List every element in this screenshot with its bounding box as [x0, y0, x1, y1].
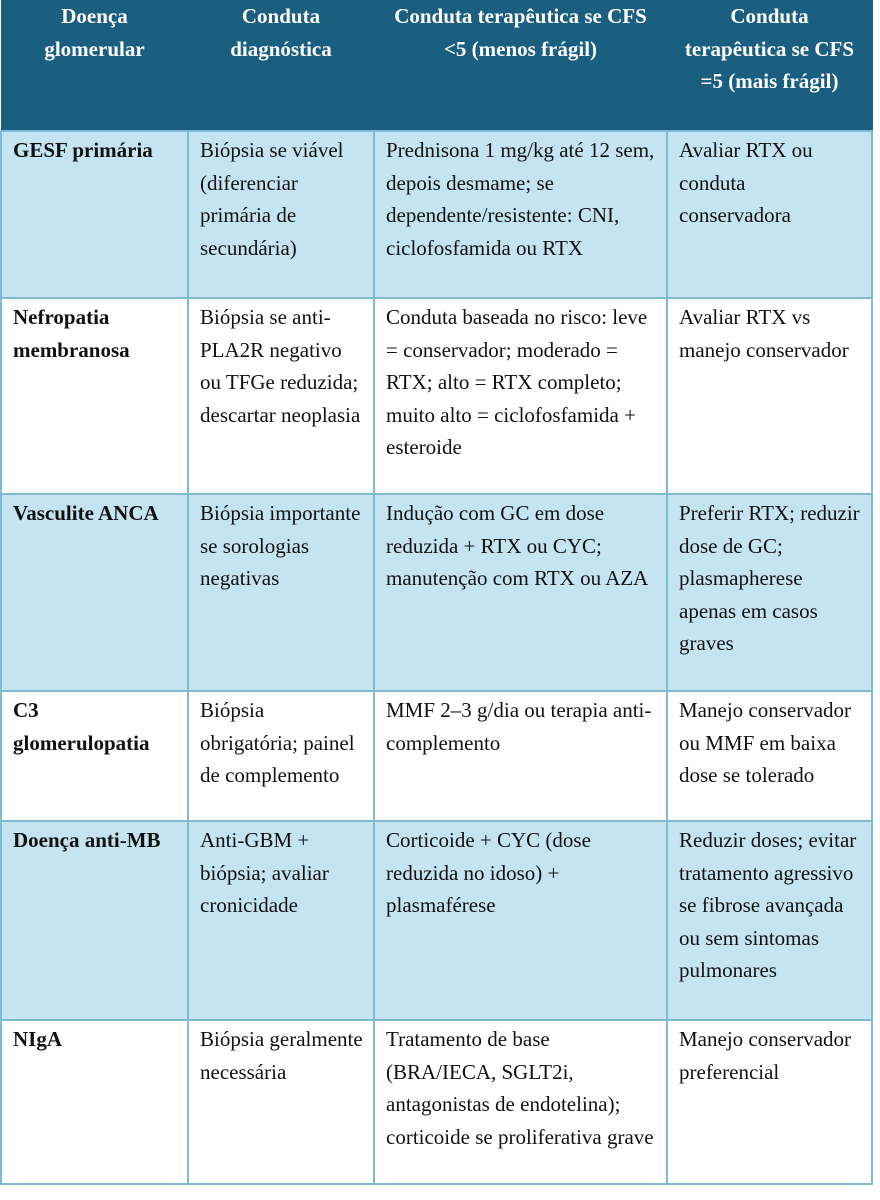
header-disease: Doença glomerular	[0, 0, 189, 131]
cell-therapy-more-frail: Preferir RTX; reduzir dose de GC; plasma…	[666, 493, 873, 692]
glomerular-disease-table: Doença glomerular Conduta diagnóstica Co…	[0, 0, 873, 1185]
table-row: NIgA Biópsia geralmente necessária Tratame…	[0, 1019, 873, 1185]
table-row: C3 glomerulopatia Biópsia obrigatória; pa…	[0, 690, 873, 822]
cell-diagnosis: Biópsia se viável (diferenciar primária …	[187, 130, 375, 299]
header-diagnosis: Conduta diagnóstica	[187, 0, 375, 131]
table-row: Vasculite ANCA Biópsia importante se soro…	[0, 493, 873, 692]
cell-disease: C3 glomerulopatia	[0, 690, 189, 822]
header-row: Doença glomerular Conduta diagnóstica Co…	[0, 0, 873, 131]
table-row: Doença anti-MB Anti-GBM + biópsia; avalia…	[0, 820, 873, 1021]
header-therapy-more-frail: Conduta terapêutica se CFS =5 (mais frág…	[666, 0, 873, 131]
cell-therapy-less-frail: MMF 2–3 g/dia ou terapia anti-complement…	[373, 690, 668, 822]
cell-therapy-less-frail: Tratamento de base (BRA/IECA, SGLT2i, an…	[373, 1019, 668, 1185]
cell-diagnosis: Biópsia importante se sorologias negativ…	[187, 493, 375, 692]
cell-disease: NIgA	[0, 1019, 189, 1185]
cell-therapy-more-frail: Avaliar RTX vs manejo conservador	[666, 297, 873, 495]
cell-therapy-more-frail: Manejo conservador preferencial	[666, 1019, 873, 1185]
cell-therapy-less-frail: Corticoide + CYC (dose reduzida no idoso…	[373, 820, 668, 1021]
cell-diagnosis: Biópsia geralmente necessária	[187, 1019, 375, 1185]
cell-therapy-less-frail: Prednisona 1 mg/kg até 12 sem, depois de…	[373, 130, 668, 299]
cell-disease: Doença anti-MB	[0, 820, 189, 1021]
header-therapy-less-frail: Conduta terapêutica se CFS <5 (menos frá…	[373, 0, 668, 131]
cell-therapy-less-frail: Conduta baseada no risco: leve = conserv…	[373, 297, 668, 495]
cell-diagnosis: Anti-GBM + biópsia; avaliar cronicidade	[187, 820, 375, 1021]
cell-therapy-more-frail: Reduzir doses; evitar tratamento agressi…	[666, 820, 873, 1021]
cell-disease: Nefropatia membranosa	[0, 297, 189, 495]
table-row: GESF primária Biópsia se viável (diferenc…	[0, 130, 873, 299]
cell-disease: GESF primária	[0, 130, 189, 299]
cell-diagnosis: Biópsia se anti-PLA2R negativo ou TFGe r…	[187, 297, 375, 495]
cell-therapy-less-frail: Indução com GC em dose reduzida + RTX ou…	[373, 493, 668, 692]
cell-diagnosis: Biópsia obrigatória; painel de complemen…	[187, 690, 375, 822]
cell-therapy-more-frail: Avaliar RTX ou conduta conservadora	[666, 130, 873, 299]
cell-disease: Vasculite ANCA	[0, 493, 189, 692]
table-row: Nefropatia membranosa Biópsia se anti-PLA…	[0, 297, 873, 495]
cell-therapy-more-frail: Manejo conservador ou MMF em baixa dose …	[666, 690, 873, 822]
